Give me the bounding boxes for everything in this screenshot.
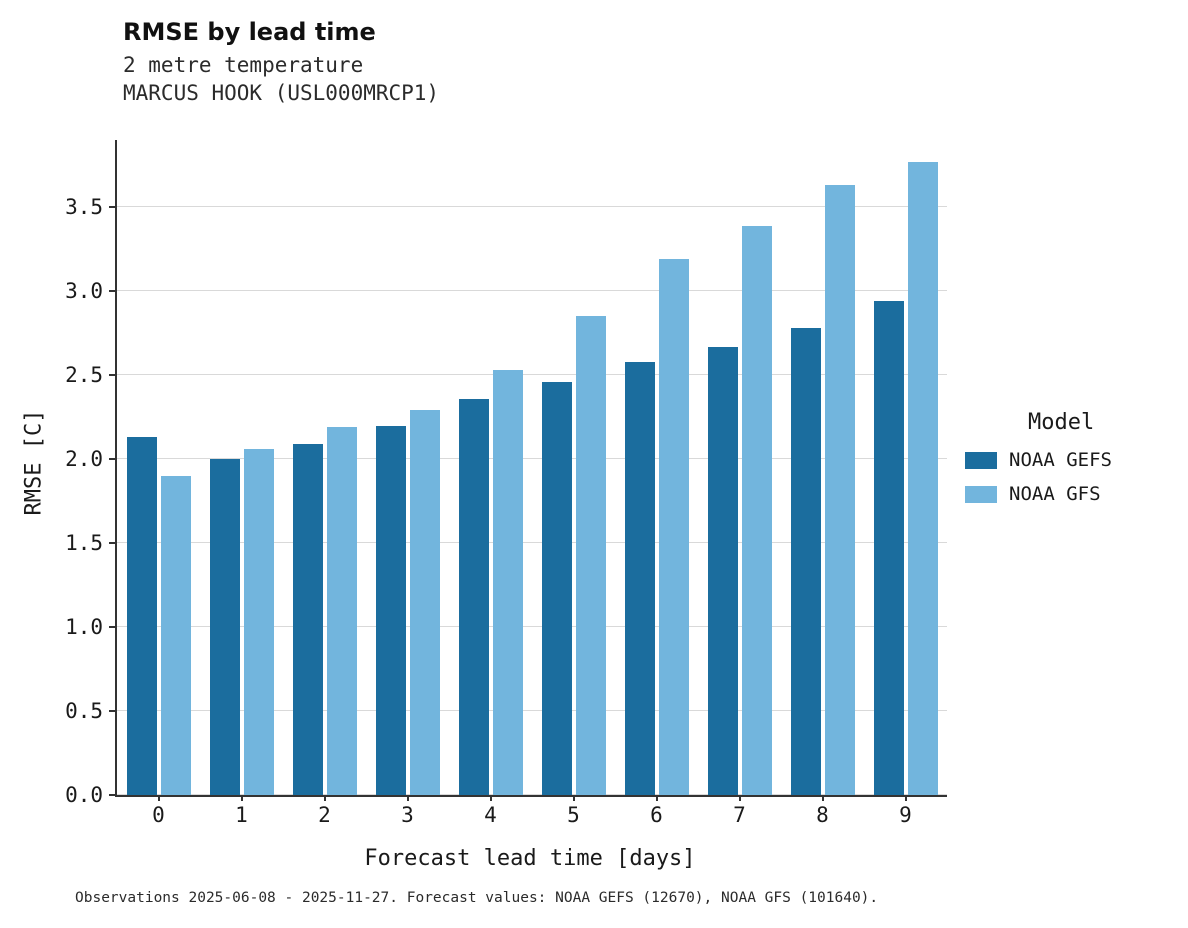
bar-noaa-gefs-lead-8 xyxy=(790,328,821,795)
bar-noaa-gfs-lead-3 xyxy=(409,410,440,795)
x-tick-mark xyxy=(240,795,243,801)
x-tick-mark xyxy=(904,795,907,801)
y-tick-mark xyxy=(109,794,115,796)
gridline-y-3.0 xyxy=(117,290,947,292)
legend-label: NOAA GEFS xyxy=(1009,449,1112,471)
y-tick-mark xyxy=(109,374,115,377)
x-tick-mark xyxy=(157,795,160,801)
y-tick-mark xyxy=(109,206,115,209)
x-tick-label-3: 3 xyxy=(401,803,414,827)
y-tick-mark xyxy=(109,542,115,545)
legend-swatch-icon xyxy=(965,485,997,503)
x-tick-label-8: 8 xyxy=(816,803,829,827)
y-tick-label: 3.5 xyxy=(65,195,103,220)
x-tick-label-9: 9 xyxy=(899,803,912,827)
gridline-y-2.5 xyxy=(117,374,947,376)
bar-noaa-gfs-lead-6 xyxy=(658,259,689,795)
caption-text: Observations 2025-06-08 - 2025-11-27. Fo… xyxy=(75,890,879,906)
legend: Model NOAA GEFS NOAA GFS xyxy=(965,410,1180,517)
chart-subtitle-variable: 2 metre temperature xyxy=(123,53,364,77)
y-tick-mark xyxy=(109,626,115,629)
legend-swatch-icon xyxy=(965,451,997,469)
legend-entry-noaa-gfs: NOAA GFS xyxy=(965,483,1180,505)
plot-area: 0.0 0.5 1.0 1.5 2.0 2.5 3.0 3.5 0 1 2 3 4 5 6 7 8 9 xyxy=(65,140,947,827)
bar-noaa-gfs-lead-8 xyxy=(824,185,855,795)
y-tick-mark xyxy=(109,290,115,293)
x-tick-mark xyxy=(821,795,824,801)
gridline-y-2.0 xyxy=(117,458,947,460)
x-tick-label-7: 7 xyxy=(733,803,746,827)
x-tick-label-5: 5 xyxy=(567,803,580,827)
y-tick-label: 1.5 xyxy=(65,531,103,556)
legend-entry-noaa-gefs: NOAA GEFS xyxy=(965,449,1180,471)
gridline-y-1.0 xyxy=(117,626,947,628)
x-tick-label-0: 0 xyxy=(152,803,165,827)
legend-entries: NOAA GEFS NOAA GFS xyxy=(965,449,1180,505)
y-tick-label: 0.0 xyxy=(65,783,103,807)
legend-label: NOAA GFS xyxy=(1009,483,1101,505)
x-tick-label-4: 4 xyxy=(484,803,497,827)
bar-noaa-gfs-lead-2 xyxy=(326,427,357,795)
bar-noaa-gfs-lead-4 xyxy=(492,370,523,795)
bar-noaa-gfs-lead-1 xyxy=(243,449,274,795)
y-tick-mark xyxy=(109,458,115,461)
bar-noaa-gefs-lead-3 xyxy=(375,425,406,795)
x-tick-mark xyxy=(738,795,741,801)
y-tick-label: 2.5 xyxy=(65,363,103,388)
x-tick-label-2: 2 xyxy=(318,803,331,827)
bar-noaa-gefs-lead-4 xyxy=(458,398,489,795)
y-tick-label: 1.0 xyxy=(65,615,103,640)
x-tick-label-1: 1 xyxy=(235,803,248,827)
bar-noaa-gfs-lead-9 xyxy=(907,161,938,795)
legend-title: Model xyxy=(1028,410,1095,435)
x-tick-mark xyxy=(489,795,492,801)
bar-noaa-gefs-lead-9 xyxy=(873,301,904,795)
x-tick-mark xyxy=(572,795,575,801)
bar-noaa-gfs-lead-0 xyxy=(160,475,191,795)
bar-noaa-gefs-lead-6 xyxy=(624,361,655,795)
x-tick-mark xyxy=(323,795,326,801)
bar-noaa-gefs-lead-0 xyxy=(126,437,157,795)
gridline-y-1.5 xyxy=(117,542,947,544)
y-tick-mark xyxy=(109,710,115,713)
x-axis-label: Forecast lead time [days] xyxy=(364,846,696,871)
y-tick-label: 2.0 xyxy=(65,447,103,472)
x-tick-label-6: 6 xyxy=(650,803,663,827)
x-tick-mark xyxy=(406,795,409,801)
bar-noaa-gfs-lead-5 xyxy=(575,316,606,795)
y-tick-label: 0.5 xyxy=(65,699,103,724)
bar-noaa-gefs-lead-5 xyxy=(541,381,572,795)
bar-noaa-gefs-lead-1 xyxy=(209,459,240,795)
gridline-y-0.5 xyxy=(117,710,947,712)
bar-noaa-gfs-lead-7 xyxy=(741,225,772,795)
chart-subtitle-station: MARCUS HOOK (USL000MRCP1) xyxy=(123,81,440,105)
chart-title: RMSE by lead time xyxy=(123,18,376,46)
bar-noaa-gefs-lead-2 xyxy=(292,444,323,795)
bar-noaa-gefs-lead-7 xyxy=(707,346,738,795)
x-tick-mark xyxy=(655,795,658,801)
gridline-y-0.0 xyxy=(117,794,947,795)
gridline-y-3.5 xyxy=(117,206,947,208)
y-tick-label: 3.0 xyxy=(65,279,103,304)
